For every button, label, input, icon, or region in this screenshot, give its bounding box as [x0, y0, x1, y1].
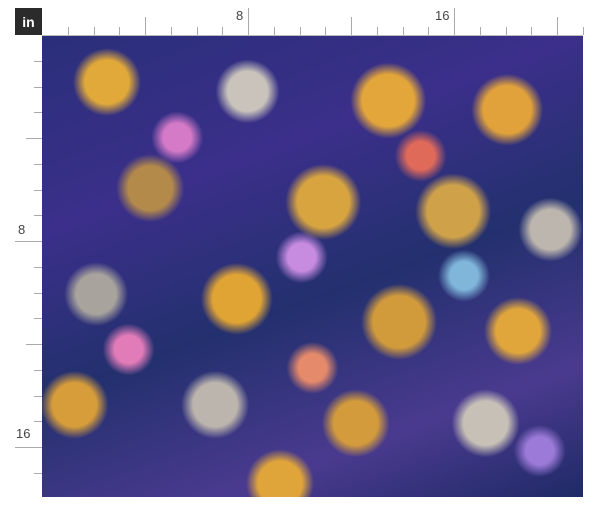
ruler-tick — [34, 472, 42, 474]
ruler-tick — [34, 421, 42, 423]
ruler-tick — [67, 27, 69, 35]
ruler-tick — [26, 138, 42, 139]
ruler-tick — [402, 27, 404, 35]
ruler-tick — [26, 344, 42, 345]
ruler-tick — [145, 17, 146, 35]
ruler-tick — [273, 27, 275, 35]
ruler-tick — [15, 241, 42, 242]
ruler-tick — [170, 27, 172, 35]
ruler-tick — [582, 27, 584, 35]
ruler-tick — [34, 395, 42, 397]
ruler-tick — [557, 17, 558, 35]
ruler-tick — [34, 163, 42, 165]
ruler-tick — [119, 27, 121, 35]
ruler-label-8: 8 — [236, 8, 244, 23]
ruler-label-16: 16 — [435, 8, 450, 23]
ruler-tick — [299, 27, 301, 35]
ruler-tick — [34, 318, 42, 320]
ruler-tick — [34, 292, 42, 294]
vertical-ruler: 8 16 — [0, 35, 43, 497]
unit-toggle-inches[interactable]: in — [15, 8, 42, 35]
ruler-label-16: 16 — [16, 426, 31, 441]
ruler-tick — [428, 27, 430, 35]
ruler-tick — [196, 27, 198, 35]
fabric-preview-image — [42, 36, 583, 497]
ruler-tick — [34, 86, 42, 88]
ruler-tick — [34, 112, 42, 114]
unit-label: in — [22, 13, 35, 30]
ruler-tick — [531, 27, 533, 35]
ruler-tick — [34, 369, 42, 371]
ruler-tick — [505, 27, 507, 35]
ruler-tick — [15, 447, 42, 448]
horizontal-ruler: 8 16 — [42, 8, 584, 36]
ruler-tick — [351, 17, 352, 35]
ruler-tick — [34, 215, 42, 217]
ruler-tick — [454, 8, 455, 35]
ruler-tick — [222, 27, 224, 35]
ruler-tick — [248, 8, 249, 35]
ruler-label-8: 8 — [18, 222, 26, 237]
ruler-tick — [34, 60, 42, 62]
ruler-tick — [325, 27, 327, 35]
ruler-tick — [479, 27, 481, 35]
ruler-tick — [93, 27, 95, 35]
ruler-tick — [376, 27, 378, 35]
ruler-tick — [34, 266, 42, 268]
ruler-tick — [34, 189, 42, 191]
